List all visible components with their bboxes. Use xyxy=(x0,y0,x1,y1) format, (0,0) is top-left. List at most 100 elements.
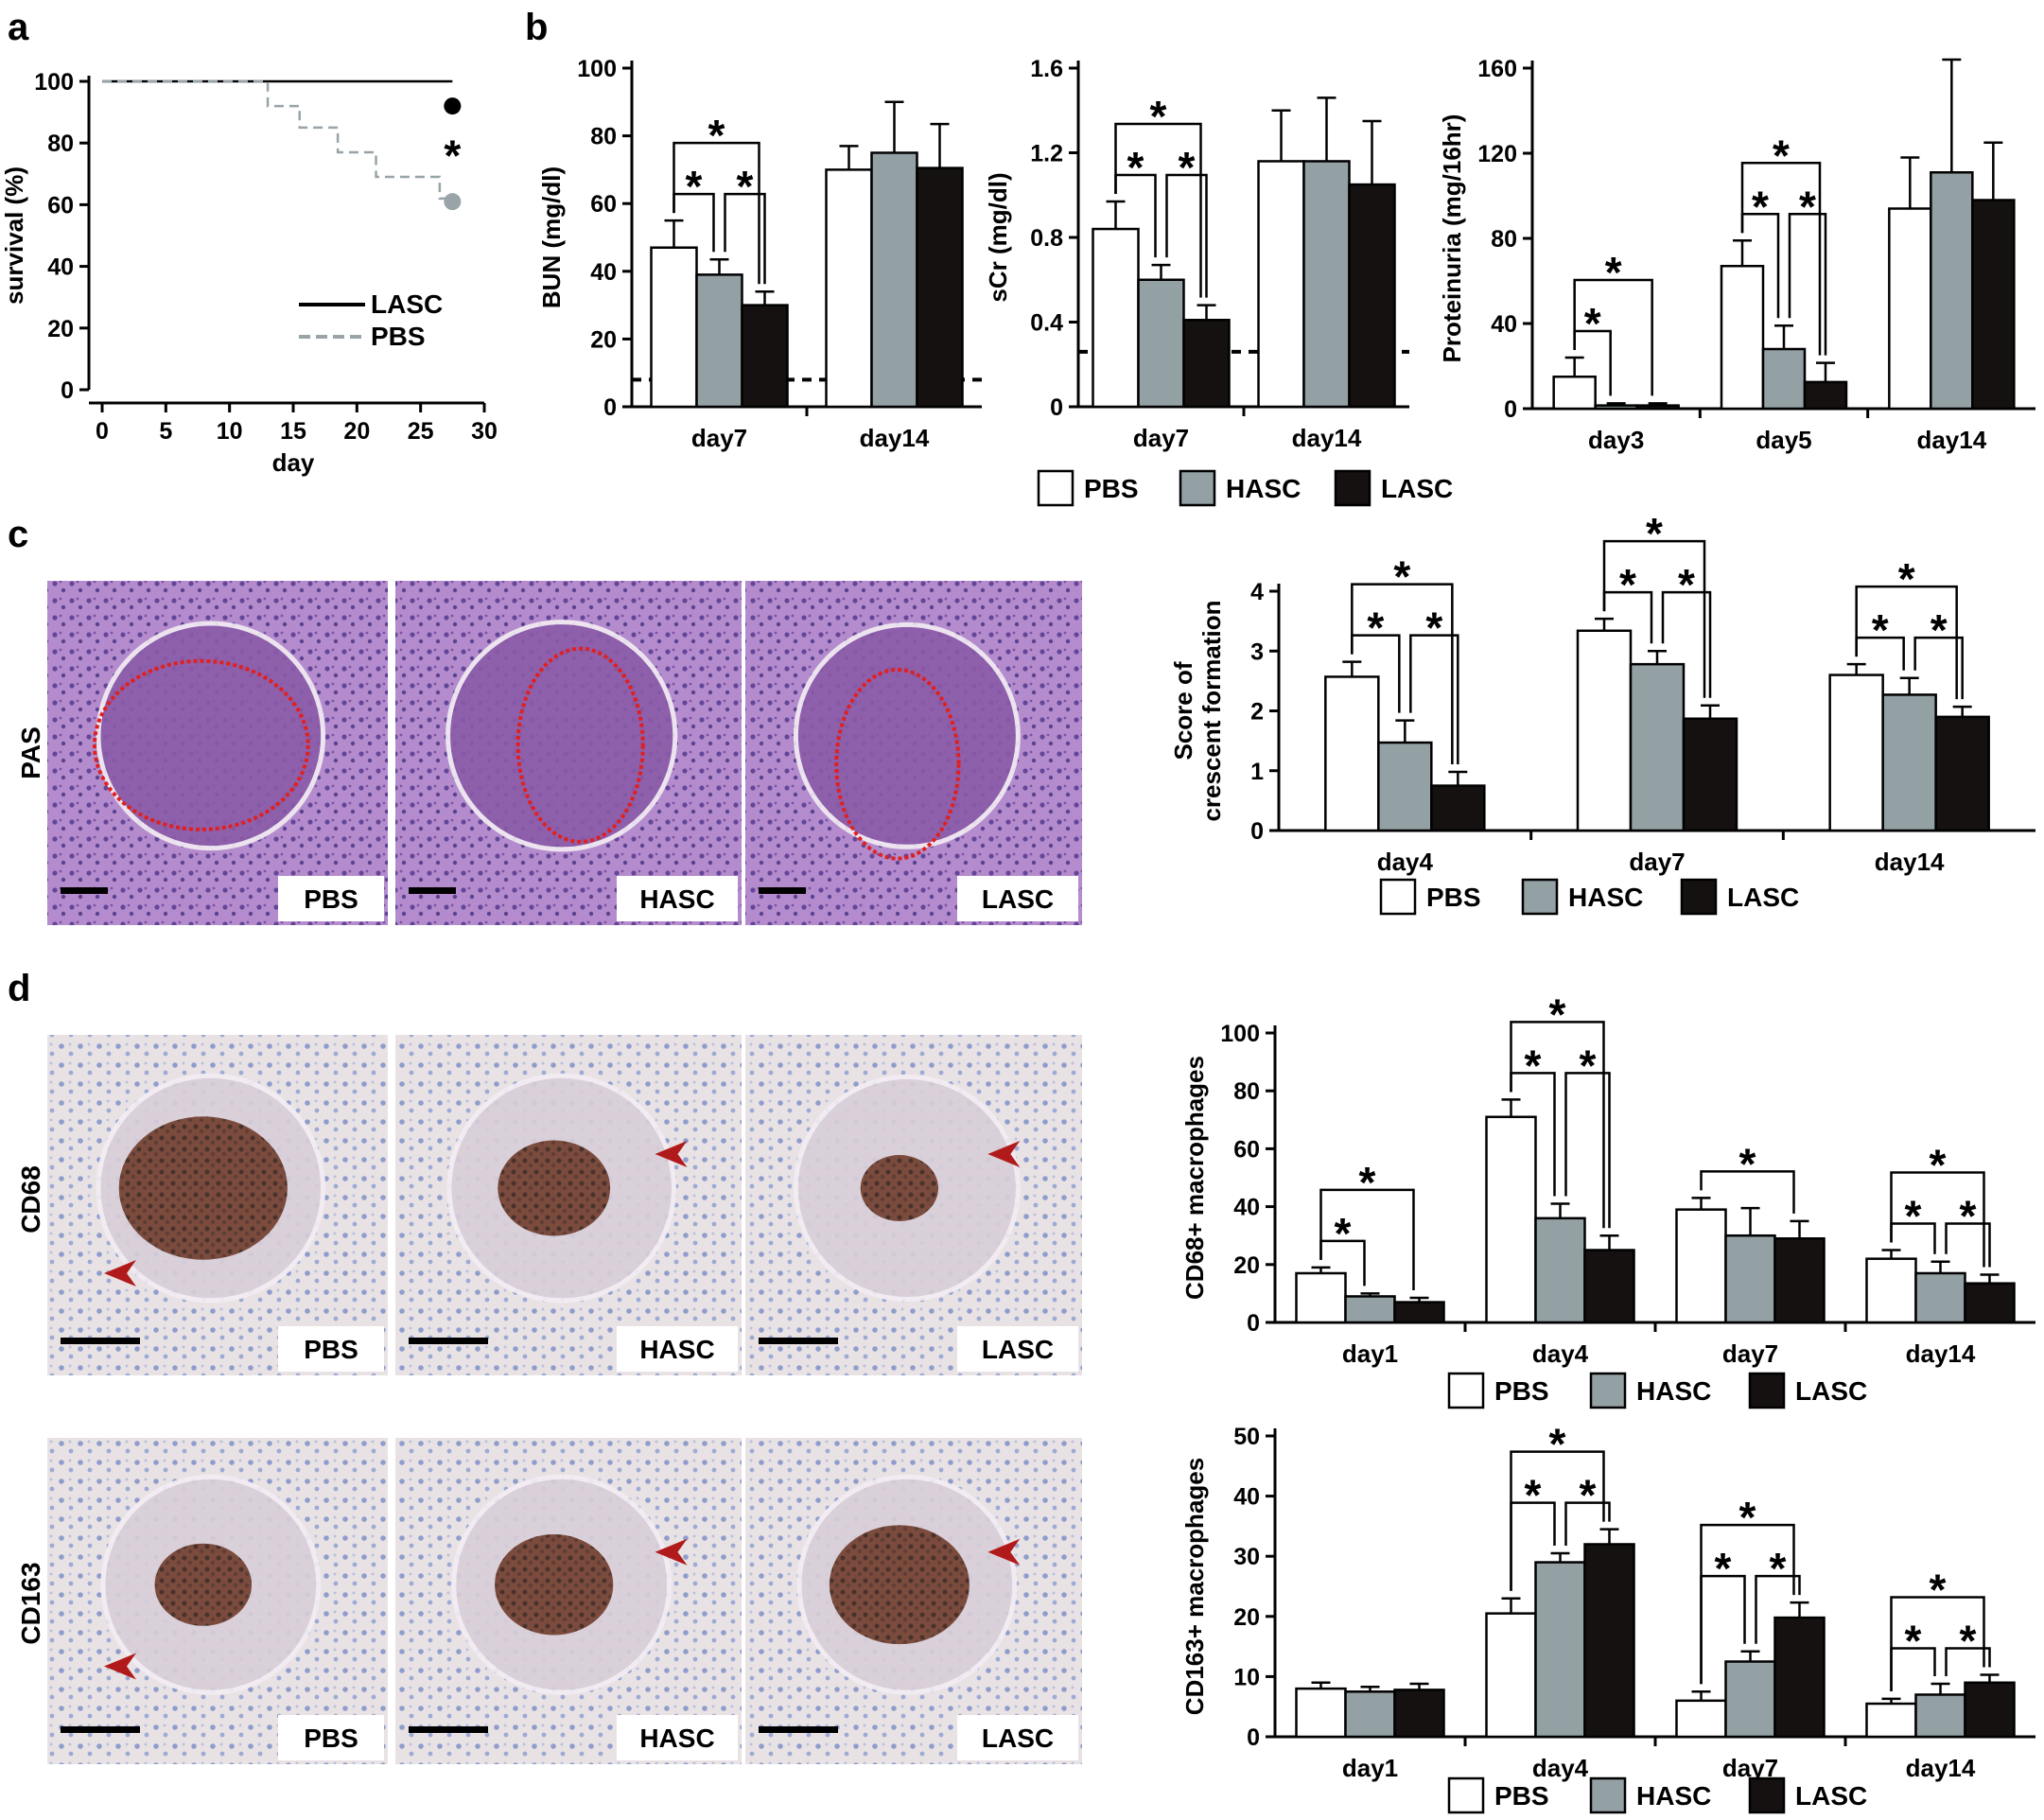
glomerulus xyxy=(793,621,1021,849)
significance-star: * xyxy=(1739,1139,1756,1188)
x-tick-label: day7 xyxy=(1133,424,1189,452)
significance-bracket xyxy=(1740,162,1822,356)
label-box xyxy=(278,1715,384,1760)
bar-hasc xyxy=(1761,347,1807,411)
x-tick-label: day7 xyxy=(1629,848,1685,876)
scale-bar xyxy=(759,1726,838,1733)
bar-pbs xyxy=(1295,1687,1347,1739)
stain-label-pas: PAS xyxy=(16,726,45,779)
arrowhead-icon xyxy=(655,1538,688,1566)
bar-pbs xyxy=(1257,160,1305,409)
x-tick-label: day7 xyxy=(1722,1339,1778,1368)
legend-label-lasc: LASC xyxy=(1795,1781,1867,1811)
y-tick-label: 20 xyxy=(590,326,617,353)
significance-bracket xyxy=(1510,1021,1605,1229)
y-tick-label: 3 xyxy=(1250,639,1264,665)
significance-star: * xyxy=(444,131,461,181)
significance-star: * xyxy=(1525,1471,1542,1520)
bar-hasc xyxy=(1629,662,1686,832)
glomerulus xyxy=(445,620,678,852)
y-axis-label: BUN (mg/dl) xyxy=(537,166,566,308)
significance-star: * xyxy=(1359,1158,1376,1207)
crescent-outline xyxy=(92,658,310,831)
legend-label-hasc: HASC xyxy=(1568,883,1643,912)
proteinuria-chart: 0 40 80 120 160 Proteinuria (mg/16hr) day3 day5… xyxy=(1438,56,2035,454)
significance-star: * xyxy=(1584,299,1601,348)
bar-pbs xyxy=(1865,1702,1917,1739)
y-tick-label: 120 xyxy=(1477,141,1517,167)
stained-cells xyxy=(498,1140,611,1236)
panel-label-b: b xyxy=(525,7,548,48)
y-tick-label: 80 xyxy=(1491,226,1517,253)
significance-bracket xyxy=(1564,1501,1611,1547)
y-tick-label: 100 xyxy=(1220,1021,1260,1047)
legend-label-hasc: HASC xyxy=(1226,474,1301,503)
x-tick-label: day14 xyxy=(1292,424,1362,452)
bar-lasc xyxy=(741,304,789,409)
bar-pbs xyxy=(1865,1257,1917,1324)
micrograph-label: PBS xyxy=(304,884,358,914)
label-box xyxy=(617,1715,738,1760)
significance-bracket xyxy=(1913,636,1964,700)
legend-swatch-lasc xyxy=(1748,1776,1786,1814)
bar-hasc xyxy=(1594,404,1638,411)
significance-star: * xyxy=(1127,143,1144,192)
y-tick-label: 80 xyxy=(590,124,617,150)
significance-star: * xyxy=(1898,554,1915,604)
y-tick-label: 80 xyxy=(1233,1078,1260,1105)
x-tick-label: day4 xyxy=(1377,848,1434,876)
x-tick-label: 15 xyxy=(280,418,306,445)
bar-pbs xyxy=(1828,674,1884,832)
y-tick-label: 40 xyxy=(1233,1195,1260,1221)
legend-swatch-pbs xyxy=(1037,469,1074,507)
x-tick-label: day14 xyxy=(1906,1754,1976,1782)
significance-star: * xyxy=(1335,1209,1352,1258)
y-tick-label: 60 xyxy=(590,191,617,218)
label-box xyxy=(957,876,1078,921)
x-tick-label: day14 xyxy=(1906,1339,1976,1368)
micrograph-label: LASC xyxy=(982,884,1054,914)
micrograph-label: PBS xyxy=(304,1335,358,1364)
significance-bracket xyxy=(1890,1596,1985,1691)
bar-lasc xyxy=(1635,404,1680,411)
x-tick-label: day4 xyxy=(1532,1754,1589,1782)
x-tick-label: 10 xyxy=(217,418,243,445)
y-tick-label: 40 xyxy=(1233,1484,1260,1511)
label-box xyxy=(617,876,738,921)
y-tick-label: 0 xyxy=(1247,1310,1260,1337)
bar-pbs xyxy=(1324,675,1380,832)
bar-pbs xyxy=(1576,629,1633,832)
bar-lasc xyxy=(1773,1237,1826,1324)
cd163-chart: 0 10 20 30 40 50 CD163+ macrophages day1 day4 day… xyxy=(1180,1420,2035,1782)
panel-label-d: d xyxy=(8,968,30,1009)
y-tick-label: 1.6 xyxy=(1030,56,1063,82)
y-tick-label: 1.2 xyxy=(1030,141,1063,167)
stained-cells xyxy=(154,1543,253,1626)
x-tick-label: day14 xyxy=(860,424,930,452)
significance-star: * xyxy=(1646,509,1663,558)
panel-label-a: a xyxy=(8,7,29,48)
y-tick-label: 80 xyxy=(47,131,74,157)
significance-bracket xyxy=(1510,1450,1605,1591)
x-tick-label: day4 xyxy=(1532,1339,1589,1368)
significance-star: * xyxy=(1367,604,1384,653)
significance-bracket xyxy=(1890,1171,1985,1268)
micrograph-label: LASC xyxy=(982,1724,1054,1753)
label-box xyxy=(278,876,384,921)
legend-swatch-lasc xyxy=(1748,1372,1786,1409)
x-tick-label: 5 xyxy=(159,418,172,445)
bar-lasc xyxy=(1583,1249,1635,1324)
bar-hasc xyxy=(1534,1216,1586,1324)
significance-star: * xyxy=(1525,1041,1542,1090)
bar-hasc xyxy=(1344,1690,1396,1739)
bar-lasc xyxy=(1583,1543,1635,1739)
y-tick-label: 60 xyxy=(47,192,74,219)
crescent-outline xyxy=(515,646,645,844)
significance-star: * xyxy=(1799,182,1816,231)
y-tick-label: 160 xyxy=(1477,56,1517,82)
bar-hasc xyxy=(1881,693,1937,832)
y-axis-label: Score of xyxy=(1169,661,1197,760)
scale-bar xyxy=(409,1726,488,1733)
